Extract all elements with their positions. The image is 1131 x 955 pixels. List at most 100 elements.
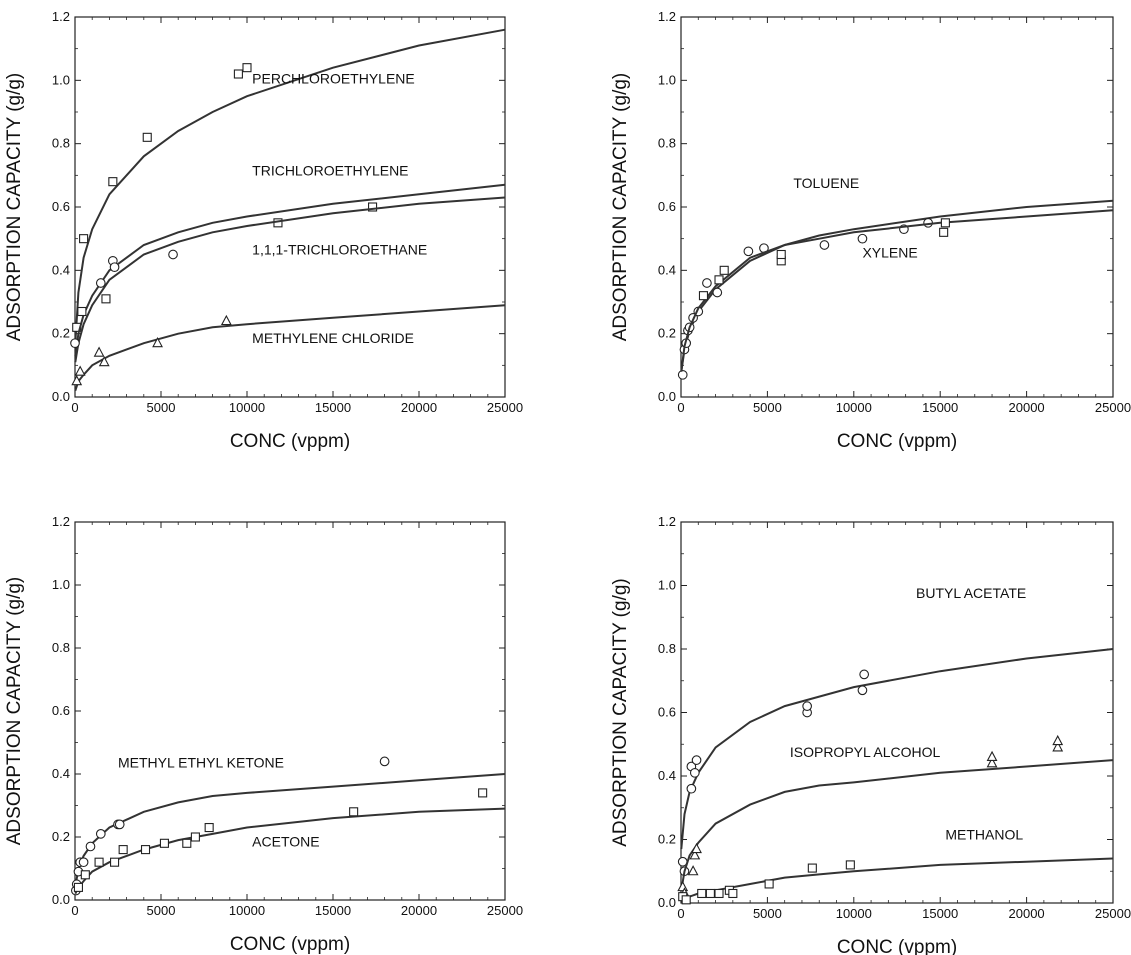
chart-panel-2: 0 5000 10000 15000 20000 25000 0.0 0.2 0.4 0.6 0.8…: [610, 9, 1131, 452]
chart-panel-4: 0 5000 10000 15000 20000 25000 0.0 0.2 0.4 0.6 0.8…: [610, 514, 1131, 955]
y-tick-label: 0.8: [658, 641, 676, 656]
curve-label: ISOPROPYL ALCOHOL: [790, 744, 941, 760]
curve-label: 1,1,1-TRICHLOROETHANE: [252, 242, 427, 258]
plot-frame: [680, 521, 1114, 904]
data-point-circle: [114, 819, 125, 830]
data-point-square: [77, 306, 87, 317]
data-point-circle: [109, 262, 120, 273]
data-point-triangle: [1052, 734, 1064, 746]
data-point-circle: [78, 857, 89, 868]
y-tick-label: 0.0: [658, 895, 676, 910]
data-point-square: [140, 845, 151, 855]
y-tick-label: 0.2: [52, 829, 70, 844]
x-tick-label: 15000: [922, 906, 958, 921]
y-axis-title: ADSORPTION CAPACITY (g/g): [4, 73, 25, 342]
data-point-square: [681, 895, 691, 905]
x-tick-label: 25000: [1095, 906, 1131, 921]
y-tick-label: 0.8: [658, 136, 676, 151]
y-tick-label: 1.2: [658, 514, 676, 529]
y-tick-label: 1.0: [658, 72, 676, 87]
data-point-circle: [743, 246, 754, 257]
y-tick-label: 0.0: [52, 892, 70, 907]
x-tick-label: 5000: [753, 400, 782, 415]
data-point-triangle: [93, 346, 105, 357]
data-point-circle: [857, 685, 868, 696]
data-point-square: [845, 860, 855, 870]
data-point-square: [142, 132, 152, 142]
series-curve: [680, 199, 1114, 372]
y-tick-label: 1.0: [52, 72, 70, 87]
chart-panel-1: 0 5000 10000 15000 20000 25000 0.0 0.2 0.4 0.6 0.8…: [4, 9, 523, 452]
data-point-square: [233, 69, 243, 79]
series-methanol: [678, 857, 1114, 905]
curve-label: PERCHLOROETHYLENE: [252, 71, 415, 87]
data-point-circle: [85, 841, 96, 852]
data-point-square: [242, 63, 252, 73]
series-curve: [74, 807, 506, 895]
chart-panel-3: 0 5000 10000 15000 20000 25000 0.0 0.2 0.4 0.6 0.8…: [4, 514, 523, 955]
series-xylene: [680, 209, 1114, 372]
data-point-circle: [95, 828, 106, 839]
curve-label: ACETONE: [252, 833, 319, 849]
data-point-circle: [168, 249, 178, 260]
x-tick-label: 0: [71, 400, 78, 415]
data-point-square: [764, 879, 774, 889]
x-tick-label: 20000: [401, 400, 437, 415]
y-tick-label: 1.0: [52, 577, 70, 592]
data-point-circle: [819, 240, 830, 250]
y-tick-label: 0.8: [52, 640, 70, 655]
series-curve: [74, 183, 506, 356]
data-point-square: [94, 857, 104, 867]
y-tick-label: 0.4: [658, 768, 676, 783]
series-perchloroethylene: [72, 28, 506, 344]
x-axis-title: CONC (vppm): [230, 934, 350, 955]
data-point-square: [776, 249, 786, 260]
plot-frame: [680, 16, 1114, 398]
curve-label: METHYL ETHYL KETONE: [118, 755, 284, 771]
data-point-triangle: [1052, 741, 1064, 752]
series-butyl-acetate: [677, 648, 1114, 877]
x-tick-label: 5000: [147, 903, 176, 918]
x-tick-label: 25000: [487, 400, 523, 415]
y-tick-label: 0.6: [52, 703, 70, 718]
data-point-triangle: [71, 374, 83, 386]
curve-label: TOLUENE: [793, 175, 859, 191]
y-tick-label: 0.4: [658, 262, 676, 277]
data-point-circle: [70, 338, 80, 349]
curve-label: TRICHLOROETHYLENE: [252, 162, 408, 178]
data-point-circle: [689, 767, 700, 778]
data-point-square: [368, 202, 378, 212]
x-axis-title: CONC (vppm): [837, 937, 957, 955]
curve-label: BUTYL ACETATE: [916, 585, 1026, 601]
data-point-triangle: [687, 865, 699, 876]
data-point-circle: [95, 278, 106, 288]
data-point-square: [478, 788, 488, 798]
x-tick-label: 5000: [147, 400, 176, 415]
y-tick-label: 0.4: [52, 262, 70, 277]
data-point-triangle: [986, 750, 998, 762]
series-curve: [680, 209, 1114, 372]
data-point-square: [73, 882, 83, 892]
series-curve: [74, 196, 506, 363]
series-curve: [74, 773, 506, 888]
data-point-circle: [857, 233, 868, 244]
y-tick-label: 1.2: [658, 9, 676, 24]
y-tick-label: 1.2: [52, 9, 70, 24]
x-tick-label: 10000: [229, 903, 265, 918]
curve-label: METHYLENE CHLORIDE: [252, 330, 414, 346]
data-point-square: [940, 218, 950, 228]
series-methyl-ethyl-ketone: [71, 756, 506, 896]
data-point-square: [714, 275, 724, 285]
data-point-circle: [859, 669, 870, 680]
x-tick-label: 15000: [922, 400, 958, 415]
data-point-circle: [691, 755, 702, 765]
data-point-square: [807, 863, 817, 873]
data-point-circle: [686, 783, 697, 794]
data-point-triangle: [98, 355, 110, 367]
series-curve: [680, 759, 1114, 891]
data-point-triangle: [152, 336, 163, 348]
x-tick-label: 10000: [836, 906, 872, 921]
data-point-square: [110, 857, 120, 867]
x-tick-label: 20000: [401, 903, 437, 918]
